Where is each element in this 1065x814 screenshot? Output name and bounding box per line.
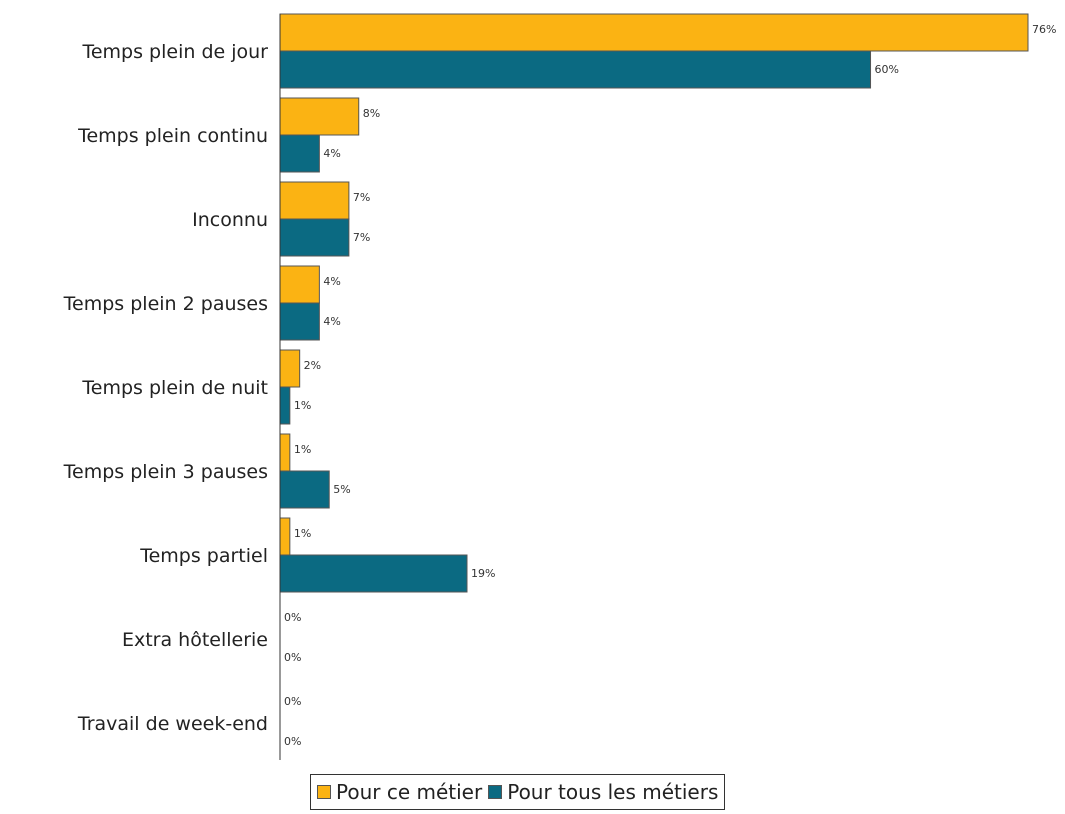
bar <box>279 13 1029 52</box>
category-label: Travail de week-end <box>77 713 268 735</box>
data-label: 4% <box>323 315 340 328</box>
legend-item-series-2: Pour tous les métiers <box>488 780 718 804</box>
bar <box>279 554 468 593</box>
category-label: Inconnu <box>192 209 268 231</box>
data-label: 0% <box>284 695 301 708</box>
bar <box>279 50 872 89</box>
data-label: 0% <box>284 735 301 748</box>
bar <box>279 517 291 556</box>
bar <box>279 470 330 509</box>
legend-item-series-1: Pour ce métier <box>317 780 482 804</box>
data-label: 1% <box>294 399 311 412</box>
category-label: Temps plein de jour <box>81 41 268 63</box>
data-label: 4% <box>323 275 340 288</box>
category-label: Temps partiel <box>139 545 268 567</box>
data-label: 5% <box>333 483 350 496</box>
bar <box>279 433 291 472</box>
bar <box>279 97 360 136</box>
category-label: Temps plein de nuit <box>81 377 268 399</box>
category-label: Temps plein 3 pauses <box>63 461 268 483</box>
data-label: 60% <box>875 63 899 76</box>
bar <box>279 265 320 304</box>
data-label: 19% <box>471 567 495 580</box>
data-label: 4% <box>323 147 340 160</box>
bar <box>279 218 350 257</box>
category-label: Temps plein continu <box>77 125 268 147</box>
category-label: Extra hôtellerie <box>122 629 268 651</box>
data-label: 7% <box>353 191 370 204</box>
bar <box>279 302 320 341</box>
data-label: 2% <box>304 359 321 372</box>
legend-label-series-2: Pour tous les métiers <box>507 780 719 804</box>
data-label: 8% <box>363 107 380 120</box>
data-label: 1% <box>294 443 311 456</box>
data-label: 7% <box>353 231 370 244</box>
bar <box>279 349 301 388</box>
legend-swatch-series-2 <box>488 785 503 799</box>
bar <box>279 386 291 425</box>
bars-layer <box>279 13 1029 593</box>
legend-label-series-1: Pour ce métier <box>336 780 483 804</box>
data-label: 0% <box>284 611 301 624</box>
category-label: Temps plein 2 pauses <box>63 293 268 315</box>
bar <box>279 181 350 220</box>
data-label: 0% <box>284 651 301 664</box>
data-label: 1% <box>294 527 311 540</box>
legend: Pour ce métier Pour tous les métiers <box>310 774 726 810</box>
legend-swatch-series-1 <box>317 785 331 799</box>
bar <box>279 134 320 173</box>
labels-layer: Temps plein de jour 76% 60% Temps plein con… <box>63 23 1057 748</box>
data-label: 76% <box>1032 23 1056 36</box>
